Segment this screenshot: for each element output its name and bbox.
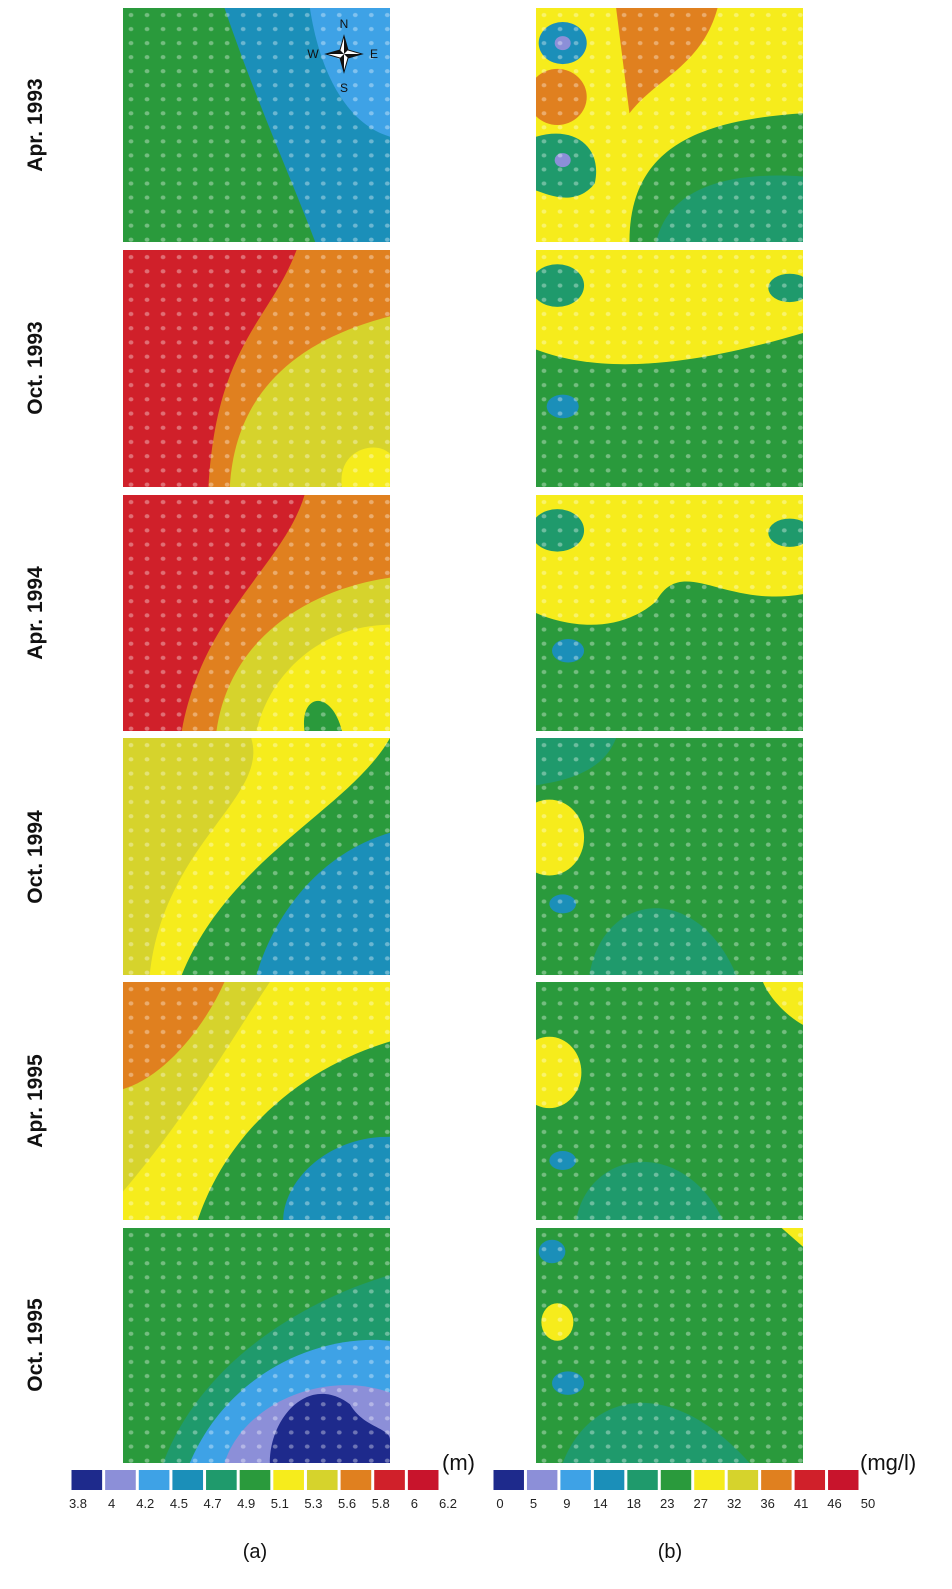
legend-swatch xyxy=(341,1470,372,1490)
legend-swatch xyxy=(72,1470,103,1490)
map-panel xyxy=(531,495,811,731)
legend-swatch xyxy=(728,1470,758,1490)
legend-tick-label: 27 xyxy=(693,1496,707,1511)
legend-tick-label: 32 xyxy=(727,1496,741,1511)
legend-tick-label: 4.7 xyxy=(204,1496,222,1511)
row-label: Oct. 1994 xyxy=(24,810,47,904)
row-labels: Apr. 1993 Oct. 1993 Apr. 1994 Oct. 1994 … xyxy=(24,78,47,1391)
legend-tick-label: 14 xyxy=(593,1496,607,1511)
compass-label: N xyxy=(340,17,349,31)
legend-swatch xyxy=(661,1470,691,1490)
legend-tick-label: 9 xyxy=(563,1496,570,1511)
legend-tick-label: 4.5 xyxy=(170,1496,188,1511)
legend-swatch xyxy=(594,1470,624,1490)
map-panel xyxy=(123,738,390,975)
legend-tick-label: 5.6 xyxy=(338,1496,356,1511)
map-panel xyxy=(517,982,803,1220)
map-panel xyxy=(531,250,811,487)
legend-tick-label: 3.8 xyxy=(69,1496,87,1511)
legend-tick-label: 6 xyxy=(411,1496,418,1511)
legend-tick-label: 4 xyxy=(108,1496,115,1511)
panel-label: (a) xyxy=(243,1541,267,1563)
compass-label: S xyxy=(340,81,348,95)
row-label: Oct. 1993 xyxy=(24,321,47,414)
legend-tick-label: 50 xyxy=(861,1496,875,1511)
legend-tick-label: 5.8 xyxy=(372,1496,390,1511)
row-label: Apr. 1994 xyxy=(24,566,47,660)
legend-unit: (mg/l) xyxy=(860,1450,916,1475)
map-panel xyxy=(515,738,803,975)
row-label: Oct. 1995 xyxy=(24,1298,47,1392)
legend-swatch xyxy=(374,1470,405,1490)
legend-tick-label: 5.1 xyxy=(271,1496,289,1511)
legend-tick-label: 18 xyxy=(627,1496,641,1511)
map-panel xyxy=(123,495,390,731)
legend-swatch xyxy=(307,1470,338,1490)
legend-swatch xyxy=(560,1470,590,1490)
legend-tick-label: 41 xyxy=(794,1496,808,1511)
legend-tick-label: 6.2 xyxy=(439,1496,457,1511)
map-panel xyxy=(123,250,390,487)
map-panel xyxy=(536,1228,803,1463)
legend-swatch xyxy=(795,1470,825,1490)
legend-swatch xyxy=(172,1470,203,1490)
legend-swatch xyxy=(761,1470,791,1490)
legend-swatch xyxy=(206,1470,237,1490)
legend-swatch xyxy=(527,1470,557,1490)
legend-tick-label: 23 xyxy=(660,1496,674,1511)
legend-swatch xyxy=(105,1470,136,1490)
legend-swatch xyxy=(828,1470,858,1490)
legend-tick-label: 0 xyxy=(496,1496,503,1511)
legend-swatch xyxy=(408,1470,439,1490)
legend-tick-label: 5 xyxy=(530,1496,537,1511)
legend-unit: (m) xyxy=(442,1450,475,1475)
map-panel xyxy=(123,1228,390,1463)
map-panel xyxy=(123,982,390,1220)
legend-swatch xyxy=(627,1470,657,1490)
legend-tick-label: 36 xyxy=(760,1496,774,1511)
legends: 3.8 4 4.2 4.5 4.7 4.9 5.1 5.3 5.6 5.8 6 6.2 0 5 9 14 18 2… xyxy=(69,1470,875,1511)
legend-tick-label: 5.3 xyxy=(304,1496,322,1511)
legend-swatch xyxy=(273,1470,304,1490)
compass-label: W xyxy=(307,47,319,61)
legend-tick-label: 4.2 xyxy=(136,1496,154,1511)
row-label: Apr. 1993 xyxy=(24,78,47,171)
legend-swatch xyxy=(694,1470,724,1490)
legend-swatch xyxy=(240,1470,271,1490)
compass-label: E xyxy=(370,47,378,61)
panel-label: (b) xyxy=(658,1541,682,1563)
figure: Apr. 1993 Oct. 1993 Apr. 1994 Oct. 1994 … xyxy=(0,0,952,1589)
row-label: Apr. 1995 xyxy=(24,1054,47,1148)
legend-tick-label: 46 xyxy=(827,1496,841,1511)
map-panel xyxy=(123,8,390,242)
legend-swatch xyxy=(139,1470,170,1490)
legend-tick-label: 4.9 xyxy=(237,1496,255,1511)
legend-swatch xyxy=(494,1470,524,1490)
map-panel xyxy=(528,8,803,242)
